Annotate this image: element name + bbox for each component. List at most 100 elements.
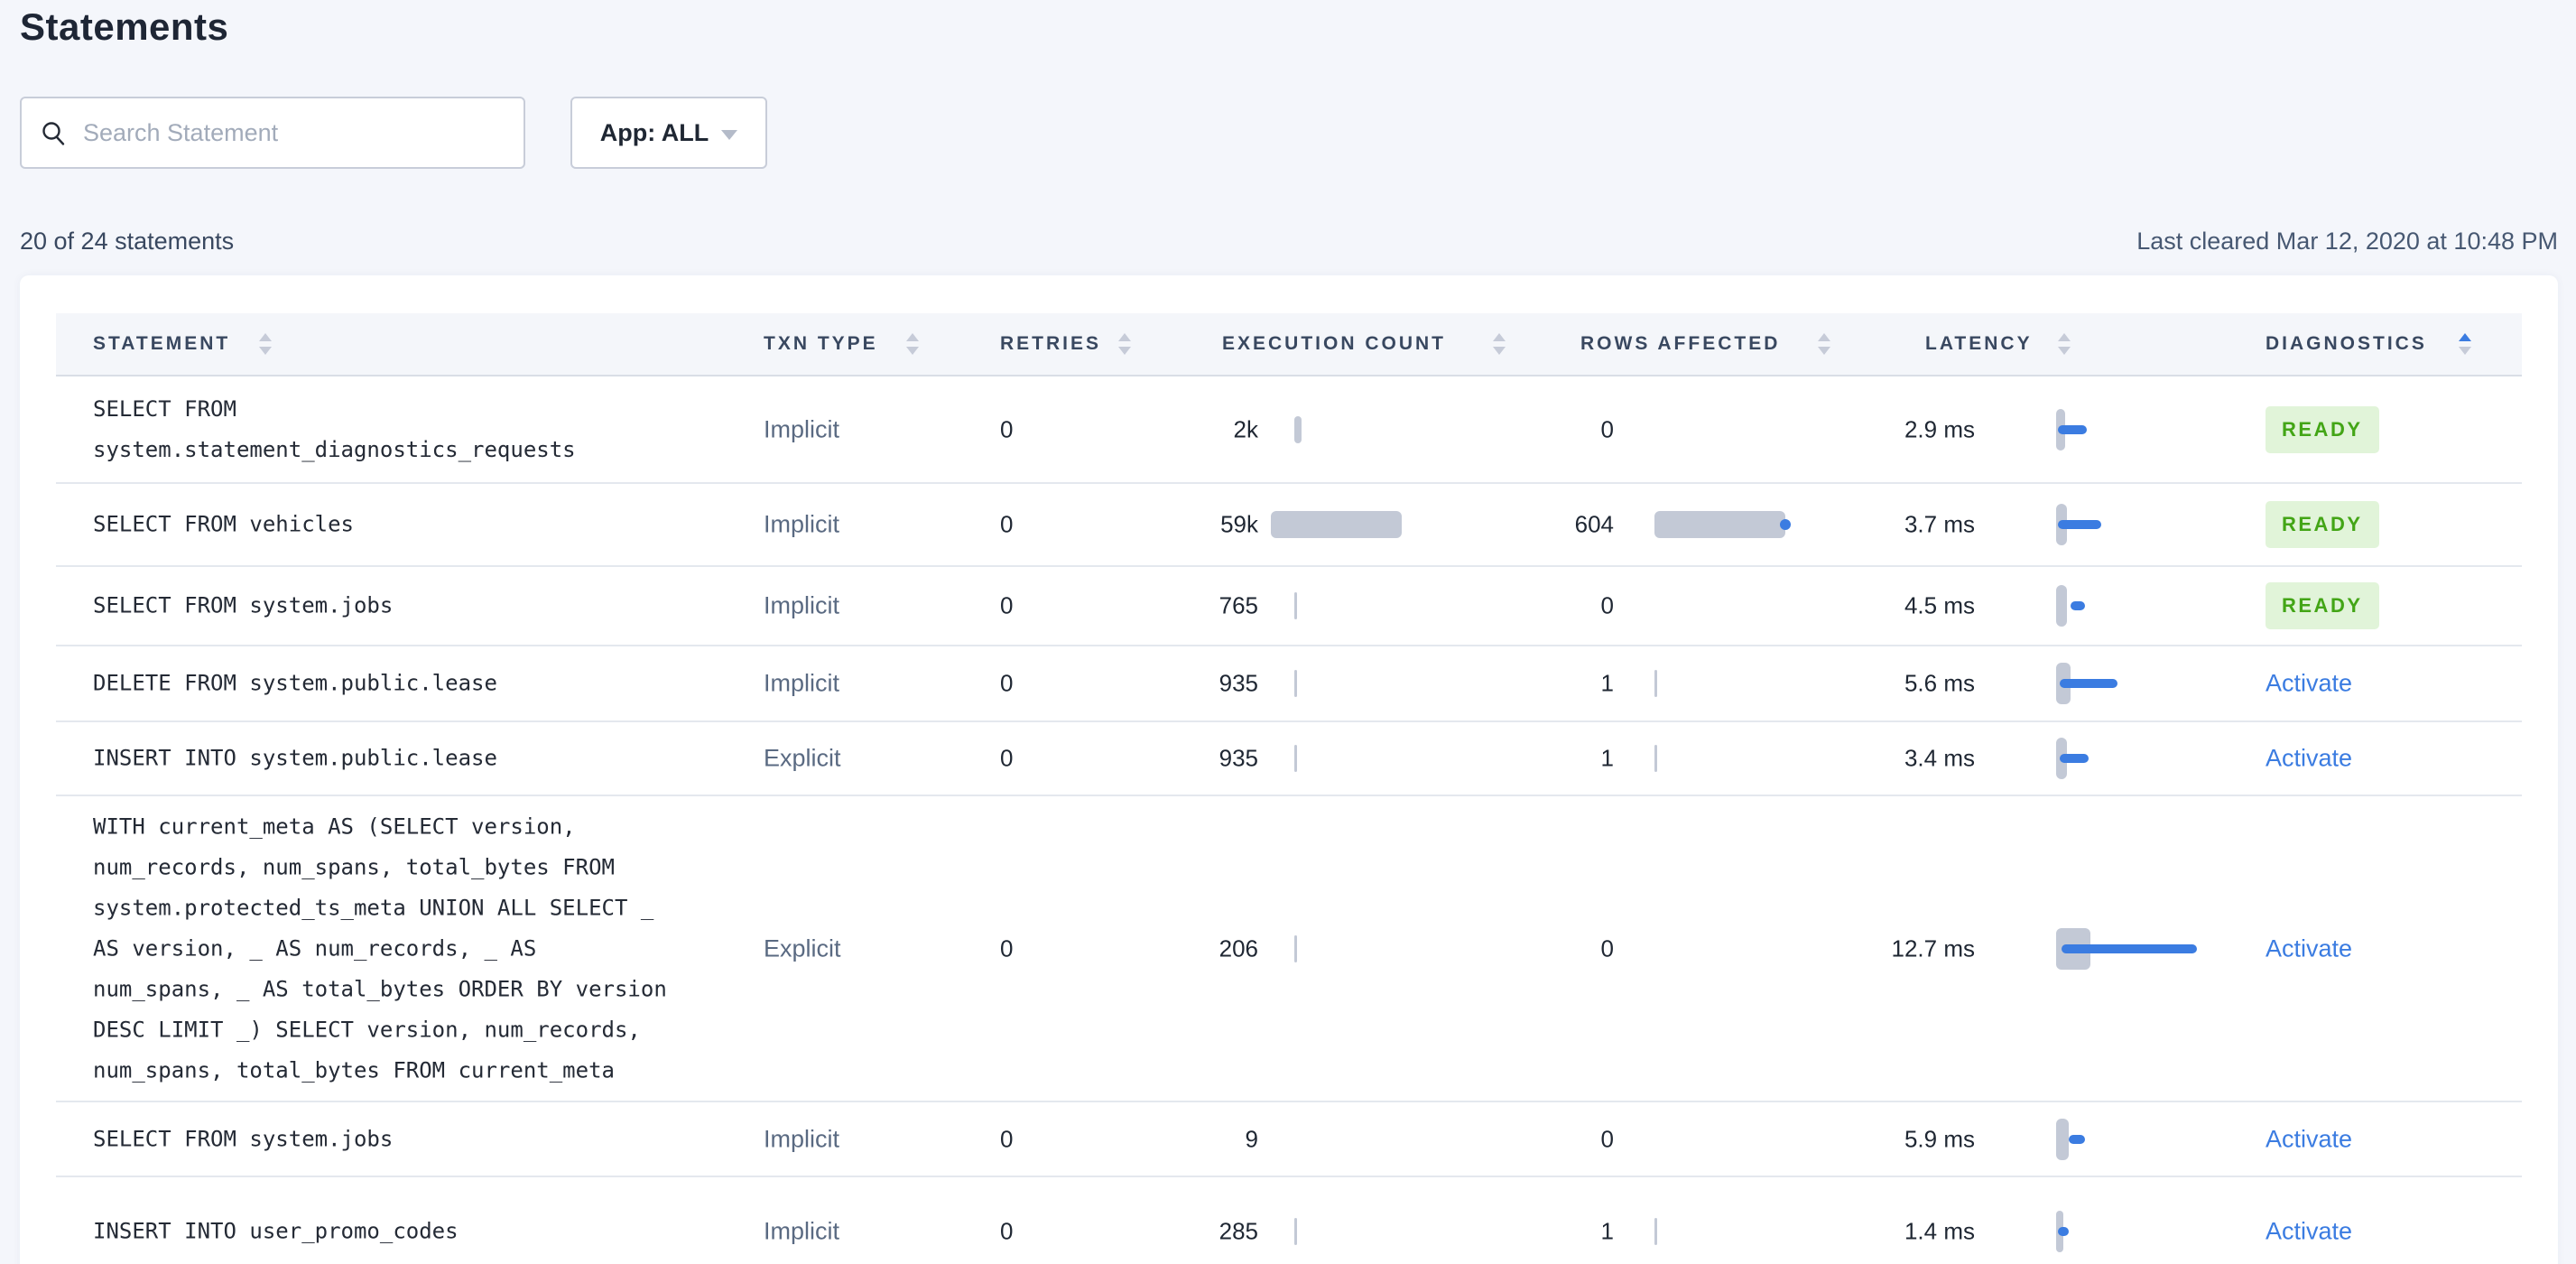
statement-cell[interactable]: INSERT INTO user_promo_codes — [93, 1218, 459, 1244]
rows-affected-value: 604 — [1574, 510, 1614, 538]
rows-affected-bar — [1654, 1126, 1799, 1153]
statement-cell[interactable]: SELECT FROM vehicles — [93, 511, 354, 537]
sort-arrows-rows-affected[interactable] — [1818, 333, 1830, 355]
rows-affected-bar — [1654, 416, 1799, 443]
sort-arrows-txn-type[interactable] — [906, 333, 919, 355]
rows-affected-value: 1 — [1600, 744, 1614, 772]
execution-count-value: 206 — [1219, 934, 1258, 962]
rows-affected-bar — [1654, 511, 1799, 538]
statement-cell[interactable]: SELECT FROM system.jobs — [93, 592, 394, 618]
col-header-txn-type[interactable]: TXN TYPE — [764, 333, 878, 354]
sort-arrows-retries[interactable] — [1118, 333, 1131, 355]
execution-count-value: 59k — [1220, 510, 1258, 538]
col-header-diagnostics[interactable]: DIAGNOSTICS — [2266, 333, 2427, 354]
sort-arrows-latency[interactable] — [2058, 333, 2071, 355]
table-body: SELECT FROM system.statement_diagnostics… — [56, 376, 2522, 1264]
table-row: INSERT INTO system.public.lease Explicit… — [56, 722, 2522, 796]
col-header-rows-affected[interactable]: ROWS AFFECTED — [1580, 333, 1781, 354]
txn-type-cell: Implicit — [764, 415, 840, 442]
statement-cell[interactable]: INSERT INTO system.public.lease — [93, 745, 497, 771]
rows-affected-value: 1 — [1600, 669, 1614, 697]
latency-bar — [2056, 408, 2210, 451]
txn-type-cell: Implicit — [764, 1217, 840, 1245]
statement-cell[interactable]: SELECT FROM system.statement_diagnostics… — [93, 395, 576, 462]
last-cleared-text: Last cleared Mar 12, 2020 at 10:48 PM — [2136, 228, 2558, 255]
app-filter-dropdown[interactable]: App: ALL — [570, 97, 767, 169]
execution-count-value: 9 — [1245, 1125, 1258, 1152]
rows-affected-value: 0 — [1600, 934, 1614, 962]
latency-bar — [2056, 927, 2210, 970]
latency-value: 2.9 ms — [1904, 415, 1975, 442]
execution-count-value: 765 — [1219, 591, 1258, 619]
rows-affected-value: 0 — [1600, 591, 1614, 619]
execution-count-bar — [1271, 592, 1415, 619]
col-header-execution-count[interactable]: EXECUTION COUNT — [1222, 333, 1447, 354]
table-row: INSERT INTO user_promo_codes Implicit 0 … — [56, 1177, 2522, 1264]
search-icon — [42, 122, 65, 145]
latency-stddev-pill — [2056, 585, 2067, 627]
latency-mean-bar — [2062, 943, 2197, 953]
latency-value: 5.6 ms — [1904, 669, 1975, 697]
statement-count: 20 of 24 statements — [20, 228, 235, 255]
col-header-retries[interactable]: RETRIES — [1000, 333, 1102, 354]
diagnostics-activate-link[interactable]: Activate — [2266, 1217, 2353, 1245]
rows-affected-bar — [1654, 1218, 1799, 1245]
meta-row: 20 of 24 statements Last cleared Mar 12,… — [20, 228, 2558, 260]
diagnostics-ready-badge: READY — [2266, 501, 2379, 548]
search-box[interactable] — [20, 97, 525, 169]
table-row: SELECT FROM system.jobs Implicit 0 9 0 5… — [56, 1102, 2522, 1177]
retries-cell: 0 — [1000, 415, 1014, 442]
sort-arrows-diagnostics[interactable] — [2459, 333, 2471, 355]
rows-affected-bar — [1654, 592, 1799, 619]
retries-cell: 0 — [1000, 744, 1014, 772]
rows-affected-bar — [1654, 935, 1799, 962]
table-row: DELETE FROM system.public.lease Implicit… — [56, 646, 2522, 722]
rows-affected-value: 0 — [1600, 415, 1614, 442]
retries-cell: 0 — [1000, 669, 1014, 697]
latency-value: 3.4 ms — [1904, 744, 1975, 772]
table-row: SELECT FROM system.jobs Implicit 0 765 0… — [56, 567, 2522, 646]
statement-cell[interactable]: SELECT FROM system.jobs — [93, 1126, 394, 1151]
diagnostics-cell: Activate — [2266, 670, 2352, 698]
statement-cell[interactable]: DELETE FROM system.public.lease — [93, 670, 497, 696]
retries-cell: 0 — [1000, 591, 1014, 619]
col-header-statement[interactable]: STATEMENT — [93, 333, 231, 354]
txn-type-cell: Explicit — [764, 744, 841, 772]
latency-mean-bar — [2060, 679, 2117, 688]
diagnostics-cell: READY — [2266, 501, 2379, 548]
retries-cell: 0 — [1000, 934, 1014, 962]
sort-arrows-statement[interactable] — [259, 333, 272, 355]
diagnostics-cell: Activate — [2266, 1125, 2352, 1153]
table-row: WITH current_meta AS (SELECT version, nu… — [56, 796, 2522, 1102]
execution-count-value: 935 — [1219, 669, 1258, 697]
diagnostics-ready-badge: READY — [2266, 582, 2379, 629]
statement-cell[interactable]: WITH current_meta AS (SELECT version, nu… — [93, 813, 667, 1083]
latency-bar — [2056, 504, 2210, 545]
latency-mean-bar — [2058, 424, 2087, 434]
txn-type-cell: Explicit — [764, 934, 841, 962]
diagnostics-activate-link[interactable]: Activate — [2266, 934, 2353, 962]
col-header-latency[interactable]: LATENCY — [1925, 333, 2033, 354]
diagnostics-activate-link[interactable]: Activate — [2266, 744, 2353, 772]
search-input[interactable] — [83, 118, 498, 147]
latency-bar — [2056, 663, 2210, 704]
diagnostics-activate-link[interactable]: Activate — [2266, 669, 2353, 697]
diagnostics-cell: READY — [2266, 582, 2379, 629]
execution-count-value: 935 — [1219, 744, 1258, 772]
sort-arrows-execution-count[interactable] — [1493, 333, 1506, 355]
retries-cell: 0 — [1000, 1217, 1014, 1245]
execution-count-value: 2k — [1233, 415, 1258, 442]
latency-bar — [2056, 738, 2210, 779]
diagnostics-ready-badge: READY — [2266, 405, 2379, 453]
execution-count-value: 285 — [1219, 1217, 1258, 1245]
latency-mean-bar — [2060, 754, 2089, 763]
execution-count-bar — [1271, 670, 1415, 697]
diagnostics-activate-link[interactable]: Activate — [2266, 1125, 2353, 1152]
retries-cell: 0 — [1000, 1125, 1014, 1152]
txn-type-cell: Implicit — [764, 1125, 840, 1152]
latency-mean-bar — [2071, 601, 2085, 610]
latency-bar — [2056, 1211, 2210, 1252]
rows-affected-value: 1 — [1600, 1217, 1614, 1245]
execution-count-bar — [1271, 1126, 1415, 1153]
